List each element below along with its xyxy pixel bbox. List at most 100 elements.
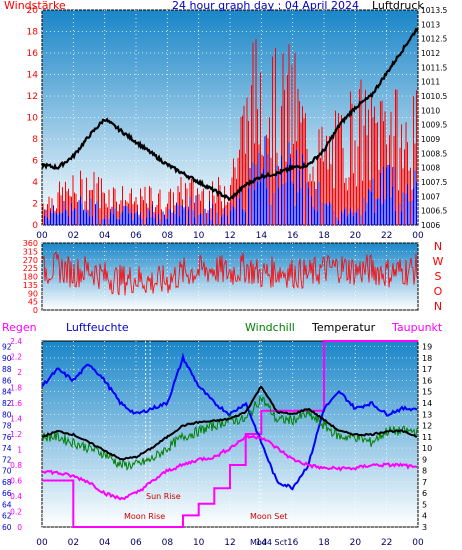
rain-tick-label: 1 (17, 446, 22, 455)
temperature-tick-label: 4 (422, 512, 427, 521)
hour-tick-label: 10 (193, 538, 205, 548)
sun-rise-annotation: Sun Rise (146, 492, 181, 501)
humidity-tick-label: 92 (2, 343, 12, 352)
rain-tick-label: 0 (17, 523, 22, 532)
hour-tick-label: 10 (193, 231, 205, 241)
rain-series (42, 340, 418, 528)
temperature-tick-label: 3 (422, 523, 427, 532)
pressure-tick-label: 1008.5 (421, 149, 447, 158)
rain-tick-label: 2 (17, 368, 22, 377)
compass-label: S (435, 270, 442, 283)
dewpoint-series (41, 433, 418, 501)
hour-tick-label: 04 (99, 538, 111, 548)
dewpoint-label: Taupunkt (391, 321, 443, 334)
temperature-series (41, 385, 418, 461)
hour-tick-label: 22 (381, 538, 392, 548)
humidity-tick-label: 88 (2, 365, 12, 374)
pressure-tick-label: 1011 (421, 78, 440, 87)
pressure-tick-label: 1012 (421, 49, 440, 58)
hour-tick-label: 08 (162, 231, 174, 241)
direction-tick-label: 180 (23, 273, 38, 282)
rain-label: Regen (2, 321, 37, 334)
direction-tick-label: 315 (23, 247, 38, 256)
pressure-series (40, 27, 419, 202)
wind-tick-label: 8 (32, 135, 38, 145)
direction-tick-label: 45 (28, 298, 38, 307)
rain-tick-label: 0.8 (10, 461, 22, 470)
rain-tick-label: 0.6 (10, 477, 22, 486)
humidity-tick-label: 68 (2, 478, 12, 487)
direction-tick-label: 270 (23, 256, 38, 265)
humidity-tick-label: 86 (2, 376, 12, 385)
hour-tick-label: 00 (36, 231, 48, 241)
wind-tick-label: 18 (27, 28, 39, 38)
direction-tick-label: 0 (33, 306, 38, 315)
hour-tick-label: 00 (412, 231, 424, 241)
hour-tick-label: 22 (381, 231, 392, 241)
hour-tick-label: 02 (68, 231, 79, 241)
wind-strength-label: Windstärke (4, 0, 66, 12)
hour-tick-label: 12 (224, 231, 235, 241)
moon-rise-annotation: Moon Rise (124, 512, 165, 521)
wind-tick-label: 6 (32, 157, 38, 167)
hour-tick-label: 06 (130, 231, 142, 241)
humidity-tick-label: 60 (2, 523, 12, 532)
wind-tick-label: 14 (27, 71, 39, 81)
temperature-tick-label: 14 (422, 399, 432, 408)
temperature-tick-label: 19 (422, 343, 432, 352)
data-series (40, 27, 419, 528)
humidity-tick-label: 74 (2, 444, 12, 453)
rain-tick-label: 2.4 (10, 337, 22, 346)
direction-tick-label: 135 (23, 281, 38, 290)
pressure-tick-label: 1010.5 (421, 92, 447, 101)
temperature-tick-label: 16 (422, 376, 432, 385)
hour-tick-label: 14 (256, 538, 268, 548)
wind-tick-label: 20 (27, 6, 39, 16)
temperature-tick-label: 7 (422, 478, 427, 487)
pressure-tick-label: 1008 (421, 164, 440, 173)
rain-tick-label: 0.4 (10, 492, 22, 501)
rain-tick-label: 1.4 (10, 415, 22, 424)
pressure-tick-label: 1013.5 (421, 6, 447, 15)
hour-tick-label: 00 (36, 538, 48, 548)
rain-tick-label: 2.2 (10, 353, 22, 362)
hour-tick-label: 04 (99, 231, 111, 241)
rain-tick-label: 0.2 (10, 508, 22, 517)
windchill-label: Windchill (245, 321, 295, 334)
temperature-tick-label: 13 (422, 410, 432, 419)
hour-tick-label: 00 (412, 538, 424, 548)
humidity-tick-label: 70 (2, 467, 12, 476)
direction-tick-label: 360 (23, 239, 38, 248)
hour-tick-label: 08 (162, 538, 174, 548)
wind-tick-label: 0 (32, 221, 38, 231)
temperature-tick-label: 10 (422, 444, 432, 453)
hour-tick-label: 06 (130, 538, 142, 548)
temperature-tick-label: 15 (422, 388, 432, 397)
temperature-tick-label: 11 (422, 433, 432, 442)
axis-labels: 0246810121416182010061006.510071007.5100… (2, 6, 447, 548)
pressure-tick-label: 1009 (421, 135, 440, 144)
humidity-tick-label: 84 (2, 388, 12, 397)
compass-label: W (433, 255, 444, 268)
hour-tick-label: 18 (318, 538, 330, 548)
pressure-tick-label: 1012.5 (421, 35, 447, 44)
hour-tick-label: 14 (256, 231, 268, 241)
direction-tick-label: 225 (23, 264, 38, 273)
wind-tick-label: 16 (27, 49, 39, 59)
hour-tick-label: 18 (318, 231, 330, 241)
hour-tick-label: 12 (224, 538, 235, 548)
wind-tick-label: 12 (27, 92, 38, 102)
rain-tick-label: 1.8 (10, 384, 22, 393)
windchill-series (41, 395, 419, 471)
humidity-tick-label: 80 (2, 410, 12, 419)
rain-tick-label: 1.2 (10, 430, 22, 439)
humidity-tick-label: 78 (2, 422, 12, 431)
temperature-tick-label: 6 (422, 489, 427, 498)
pressure-tick-label: 1011.5 (421, 63, 447, 72)
wind-gust-series (44, 136, 417, 225)
pressure-label: Luftdruck (372, 0, 424, 12)
temperature-tick-label: 5 (422, 500, 427, 509)
temperature-label: Temperatur (311, 321, 376, 334)
wind-direction-series (42, 251, 418, 296)
temperature-tick-label: 18 (422, 354, 432, 363)
